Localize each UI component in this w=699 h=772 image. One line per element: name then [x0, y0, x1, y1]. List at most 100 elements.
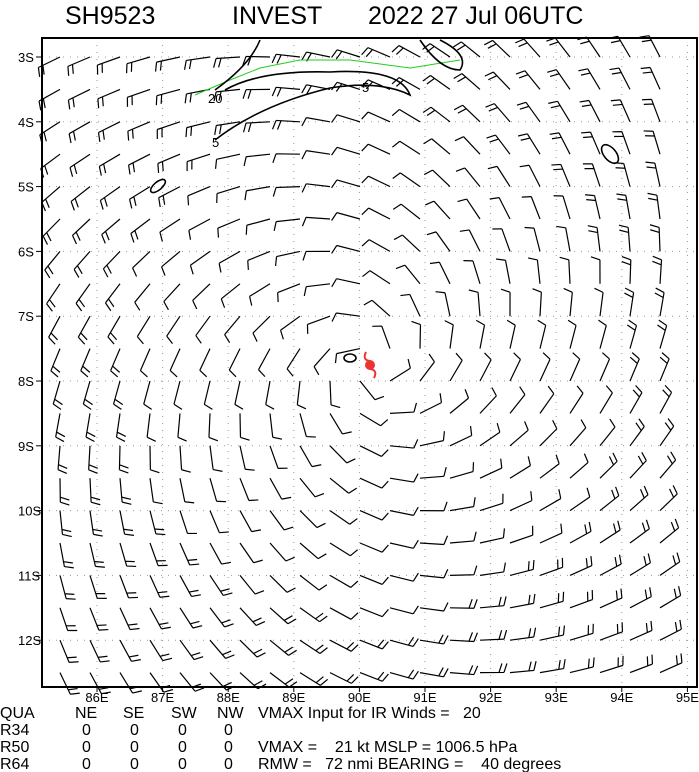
wind-barb [453, 104, 481, 123]
wind-barb [419, 535, 449, 546]
wind-barb [272, 186, 301, 197]
wind-barb [82, 380, 93, 410]
wind-barb [89, 510, 103, 537]
wind-barb [149, 510, 166, 536]
wind-barb [578, 68, 601, 90]
wind-barb [425, 200, 451, 220]
wind-barb [301, 216, 331, 227]
wind-barb [475, 319, 486, 349]
wind-barb [107, 315, 121, 345]
wind-barb [169, 348, 181, 378]
wind-barb [599, 520, 621, 544]
wind-barb [119, 575, 139, 599]
wind-barb [389, 605, 419, 615]
wind-barb [509, 491, 533, 512]
wind-barb [419, 602, 449, 612]
wind-barb [659, 518, 680, 544]
wind-barb [569, 623, 594, 641]
wind-barb [128, 186, 151, 209]
wind-barb [252, 315, 271, 342]
wind-barb [551, 163, 571, 187]
wind-barb [89, 639, 110, 663]
wind-barb [331, 114, 361, 123]
lat-label: 8S [18, 374, 34, 389]
wind-barb [419, 568, 449, 579]
lon-label: 91E [413, 690, 436, 705]
wind-barb [449, 426, 473, 447]
wind-barb [329, 477, 358, 494]
wind-barb [272, 153, 301, 163]
wind-barb [279, 315, 301, 340]
wind-barb [208, 413, 219, 442]
wind-barb [334, 348, 361, 364]
barbs [37, 35, 683, 695]
wind-barb [640, 66, 661, 90]
wind-barb [569, 657, 595, 674]
wind-barb [125, 56, 151, 74]
table-cell: 0 [130, 756, 139, 772]
wind-barb [559, 256, 571, 284]
wind-barb [214, 153, 241, 169]
wind-barb [209, 510, 229, 534]
contour-label: 5 [362, 80, 369, 95]
wind-barb [119, 510, 135, 536]
wind-barb [299, 672, 329, 686]
wind-barb [239, 639, 266, 658]
wind-barb [629, 587, 652, 609]
wind-barb [299, 477, 325, 498]
lat-label: 11S [18, 568, 40, 583]
wind-barb [329, 639, 359, 652]
wind-barb [484, 71, 511, 90]
wind-barb [218, 250, 241, 273]
wind-barb [659, 586, 682, 609]
wind-barb [553, 195, 571, 220]
wind-barb [654, 287, 665, 317]
wind-barb [301, 117, 331, 127]
wind-barb [361, 143, 391, 155]
wind-barb [59, 672, 80, 695]
wind-barb [539, 385, 555, 414]
wind-barb [185, 121, 211, 138]
wind-barb [55, 413, 66, 443]
wind-barb [539, 454, 560, 479]
wind-barb [579, 99, 601, 123]
wind-barb [243, 153, 271, 167]
wind-barb [389, 506, 419, 516]
wind-barb [639, 35, 661, 58]
wind-barb [269, 413, 283, 440]
wind-barb [71, 218, 91, 245]
wind-barb [213, 88, 241, 102]
wind-barb [149, 445, 160, 474]
wind-barb [392, 140, 421, 155]
wind-barb [459, 229, 481, 252]
wind-barb [629, 385, 643, 414]
wind-barb [269, 607, 297, 625]
wind-barb [41, 186, 61, 212]
wind-barb [485, 103, 511, 123]
wind-barb [301, 183, 331, 193]
wind-barb [569, 487, 591, 512]
wind-barb [299, 510, 326, 529]
wind-barb [179, 510, 197, 535]
info-line: RMW = 72 nmi BEARING = 40 degrees [258, 756, 561, 772]
wind-barb [177, 413, 187, 442]
wind-barb [179, 639, 204, 661]
table-cell: R64 [0, 756, 29, 772]
wind-barb [479, 528, 506, 544]
contour-label: 5 [212, 135, 219, 150]
wind-barb [119, 478, 132, 505]
wind-barb [585, 194, 601, 220]
wind-barb [302, 250, 331, 261]
wind-barb [363, 299, 391, 317]
wind-barb [209, 542, 231, 565]
table-cell: 0 [224, 722, 233, 739]
wind-barb [299, 445, 322, 468]
wind-barb [97, 88, 121, 109]
axis-labels: 3S 4S 5S 6S 7S 8S 9S 10S 11S 12S 86E 87E 88E 89E 90E 91… [18, 50, 699, 705]
wind-barb [187, 186, 211, 206]
wind-barb [329, 574, 359, 588]
wind-barb [509, 352, 521, 382]
wind-barb [245, 218, 271, 235]
table-cell: 0 [130, 739, 139, 756]
lon-label: 94E [610, 690, 633, 705]
